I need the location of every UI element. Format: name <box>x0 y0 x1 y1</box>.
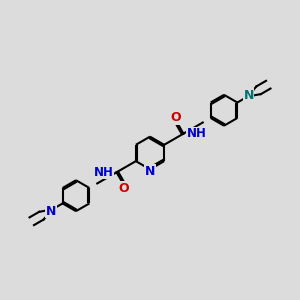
Text: N: N <box>46 205 56 218</box>
Text: NH: NH <box>94 166 114 179</box>
Text: NH: NH <box>186 127 206 140</box>
Text: O: O <box>119 182 129 195</box>
Text: N: N <box>145 165 155 178</box>
Text: O: O <box>170 111 181 124</box>
Text: N: N <box>243 89 254 102</box>
